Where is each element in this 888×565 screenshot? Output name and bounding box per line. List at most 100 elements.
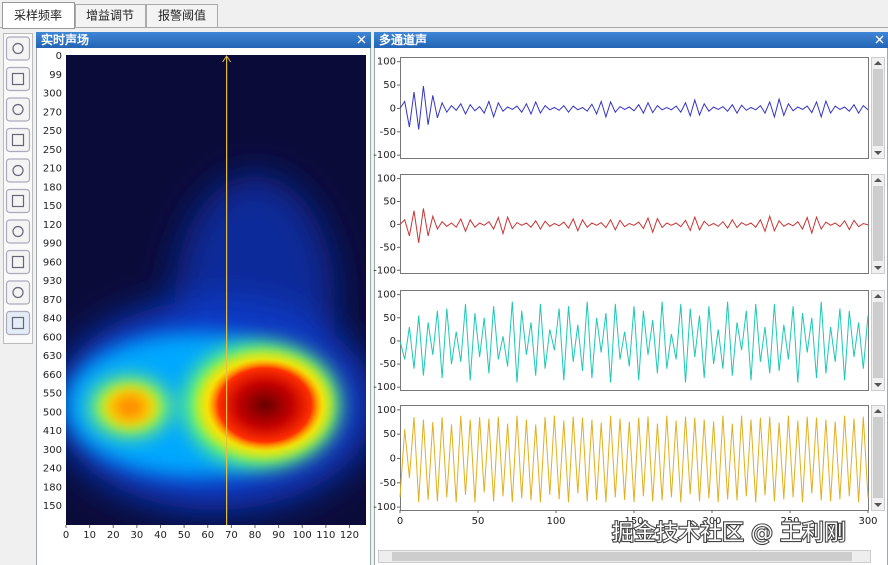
panel-titlebar (36, 32, 371, 48)
y-tick-label: 0 (56, 51, 62, 62)
panel-title: 实时声场 (41, 32, 89, 47)
y-tick-label: -50 (380, 127, 396, 138)
signal-line (399, 301, 869, 383)
tab-label[interactable]: 采样频率 (14, 8, 62, 23)
y-tick-label: 50 (383, 313, 396, 324)
y-tick-label: 0 (390, 219, 396, 230)
tab[interactable] (75, 4, 146, 28)
y-tick-label: -100 (373, 502, 396, 513)
sidebar-button[interactable] (5, 127, 31, 153)
y-tick-label: -50 (380, 242, 396, 253)
sidebar-icon (11, 72, 25, 86)
y-tick-label: -100 (373, 265, 396, 276)
close-button[interactable] (357, 35, 366, 44)
tab-active[interactable] (2, 2, 75, 29)
sidebar-button[interactable] (5, 249, 31, 275)
sidebar-button[interactable] (5, 188, 31, 214)
signal-line (399, 85, 869, 130)
close-button[interactable] (875, 35, 884, 44)
x-tick-label: 100 (293, 530, 312, 541)
y-tick-label: 100 (377, 290, 396, 301)
y-tick-label: 120 (43, 220, 62, 231)
sidebar-icon (11, 316, 25, 330)
y-tick-label: 100 (377, 57, 396, 68)
panel-title: 多通道声 (379, 32, 427, 47)
y-tick-label: 600 (43, 332, 62, 343)
sidebar-button[interactable] (5, 158, 31, 183)
sidebar-button[interactable] (5, 280, 31, 305)
y-tick-label: 0 (390, 453, 396, 464)
x-tick-label: 0 (63, 530, 69, 541)
y-tick-label: 250 (43, 145, 62, 156)
y-tick-label: 270 (43, 107, 62, 118)
y-tick-label: 150 (43, 501, 62, 512)
x-tick-label: 90 (272, 530, 285, 541)
y-tick-label: 300 (43, 445, 62, 456)
x-tick-label: 30 (130, 530, 143, 541)
x-tick-label: 0 (397, 516, 403, 527)
y-tick-label: 410 (43, 426, 62, 437)
y-tick-label: 300 (43, 89, 62, 100)
scroll-thumb[interactable] (392, 552, 852, 561)
y-tick-label: -100 (373, 150, 396, 161)
y-tick-label: 630 (43, 351, 62, 362)
x-tick-label: 50 (178, 530, 191, 541)
y-tick-label: 99 (49, 70, 62, 81)
y-tick-label: 180 (43, 482, 62, 493)
sidebar-icon (12, 42, 24, 55)
tab[interactable] (146, 4, 218, 28)
x-tick-label: 100 (546, 516, 565, 527)
signal-line (399, 208, 869, 243)
x-tick-label: 120 (340, 530, 359, 541)
x-tick-label: 250 (780, 516, 799, 527)
y-tick-label: 550 (43, 389, 62, 400)
y-tick-label: 990 (43, 239, 62, 250)
y-tick-label: 840 (43, 314, 62, 325)
sidebar-button[interactable] (5, 36, 31, 61)
tab-label[interactable]: 增益调节 (86, 9, 134, 23)
y-tick-label: 500 (43, 407, 62, 418)
sidebar-icon (11, 133, 25, 147)
y-tick-label: 100 (377, 174, 396, 185)
x-tick-label: 60 (201, 530, 214, 541)
scroll-thumb[interactable] (873, 302, 883, 378)
y-tick-label: 150 (43, 201, 62, 212)
watermark: 掘金技术社区 @ 王利刚 (612, 521, 846, 546)
x-tick-label: 70 (225, 530, 238, 541)
scroll-thumb[interactable] (873, 69, 883, 146)
sidebar-icon (12, 103, 24, 116)
x-tick-label: 110 (316, 530, 335, 541)
x-tick-label: 40 (154, 530, 167, 541)
field-peak (207, 359, 323, 451)
sidebar-button[interactable] (5, 66, 31, 92)
tab-label[interactable]: 报警阈值 (158, 8, 206, 23)
y-tick-label: -50 (380, 478, 396, 489)
y-tick-label: 660 (43, 370, 62, 381)
scroll-thumb[interactable] (873, 186, 883, 261)
panel-titlebar (374, 32, 888, 48)
sidebar-icon (12, 286, 24, 299)
x-tick-label: 10 (83, 530, 96, 541)
signal-line (399, 415, 869, 503)
sidebar-button[interactable] (5, 219, 31, 244)
x-tick-label: 20 (107, 530, 120, 541)
y-tick-label: 210 (43, 164, 62, 175)
sidebar-button[interactable] (5, 310, 31, 336)
x-tick-label: 300 (858, 516, 877, 527)
y-tick-label: -100 (373, 382, 396, 393)
scroll-thumb[interactable] (873, 417, 883, 498)
plot-area (400, 57, 869, 159)
y-tick-label: 100 (377, 405, 396, 416)
y-tick-label: 930 (43, 276, 62, 287)
y-tick-label: 50 (383, 429, 396, 440)
y-tick-label: 870 (43, 295, 62, 306)
heatmap (66, 55, 366, 525)
sidebar-icon (12, 164, 24, 177)
sidebar-icon (11, 255, 25, 269)
y-tick-label: 0 (390, 336, 396, 347)
sidebar-button[interactable] (5, 97, 31, 122)
x-tick-label: 80 (249, 530, 262, 541)
y-tick-label: 50 (383, 80, 396, 91)
